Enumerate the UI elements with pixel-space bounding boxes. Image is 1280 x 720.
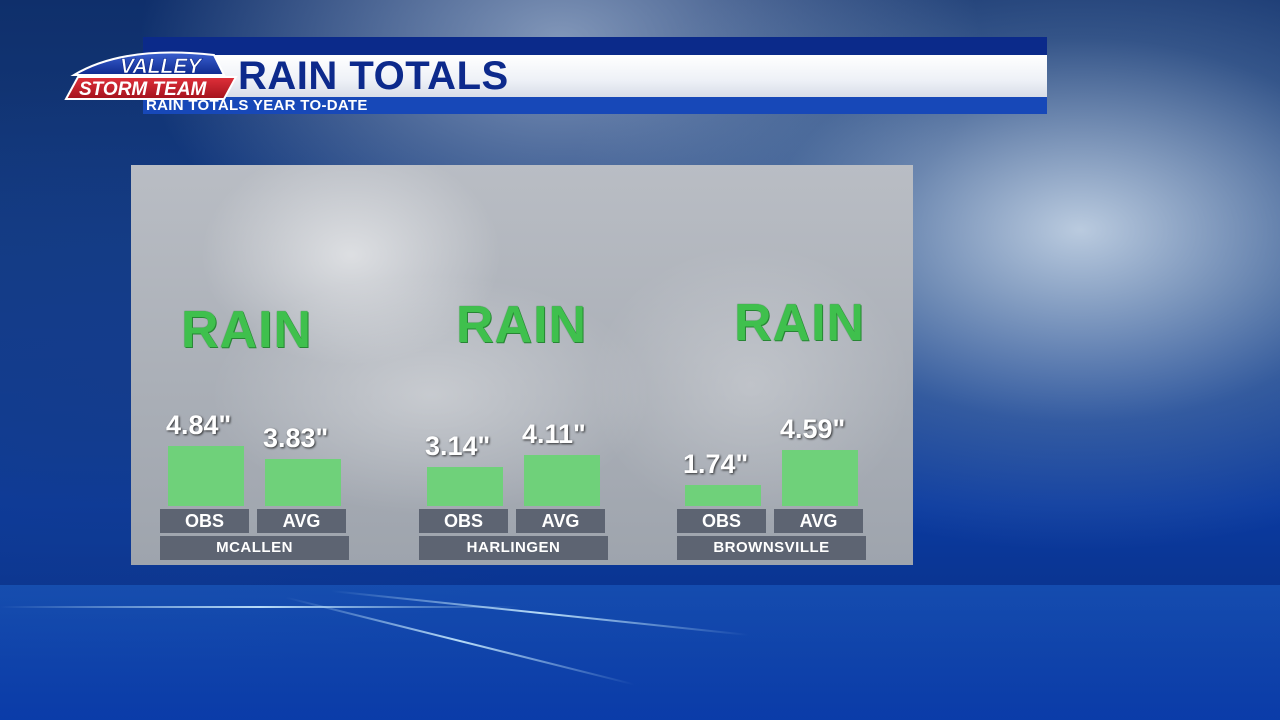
header-subtitle-bar	[143, 97, 1047, 114]
obs-value-label: 4.84"	[166, 410, 232, 441]
rain-watermark: RAIN	[456, 296, 588, 354]
avg-bar-harlingen	[524, 455, 600, 506]
avg-value-label: 3.83"	[263, 422, 329, 453]
obs-value-label: 1.74"	[683, 448, 749, 479]
city-label: BROWNSVILLE	[677, 536, 866, 560]
obs-bar-mcallen	[168, 446, 244, 506]
rain-watermark: RAIN	[734, 294, 866, 352]
logo-line1: VALLEY	[120, 55, 203, 78]
obs-chip: OBS	[160, 509, 249, 533]
avg-bar-mcallen	[265, 458, 341, 506]
avg-chip: AVG	[516, 509, 605, 533]
obs-chip: OBS	[677, 509, 766, 533]
header-top-bar	[143, 37, 1047, 55]
avg-chip: AVG	[257, 509, 346, 533]
avg-value-label: 4.59"	[780, 413, 846, 444]
obs-bar-brownsville	[685, 484, 761, 506]
city-label: MCALLEN	[160, 536, 349, 560]
obs-chip: OBS	[419, 509, 508, 533]
obs-bar-harlingen	[427, 467, 503, 506]
rain-watermark: RAIN	[181, 301, 313, 359]
page-title: RAIN TOTALS	[238, 54, 509, 98]
avg-value-label: 4.11"	[522, 419, 586, 450]
page-subtitle: RAIN TOTALS YEAR TO-DATE	[146, 97, 368, 114]
avg-bar-brownsville	[782, 449, 858, 506]
obs-value-label: 3.14"	[425, 431, 491, 462]
chart-panel: RAIN 4.84" OBS 3.83" AVG MCALLEN RAIN 3.14" OBS 4…	[131, 165, 913, 565]
header-title-bar	[143, 55, 1047, 97]
logo-line2: STORM TEAM	[79, 79, 208, 100]
light-streak	[0, 606, 520, 608]
city-label: HARLINGEN	[419, 536, 608, 560]
avg-chip: AVG	[774, 509, 863, 533]
valley-storm-team-logo: VALLEY STORM TEAM	[64, 51, 238, 100]
